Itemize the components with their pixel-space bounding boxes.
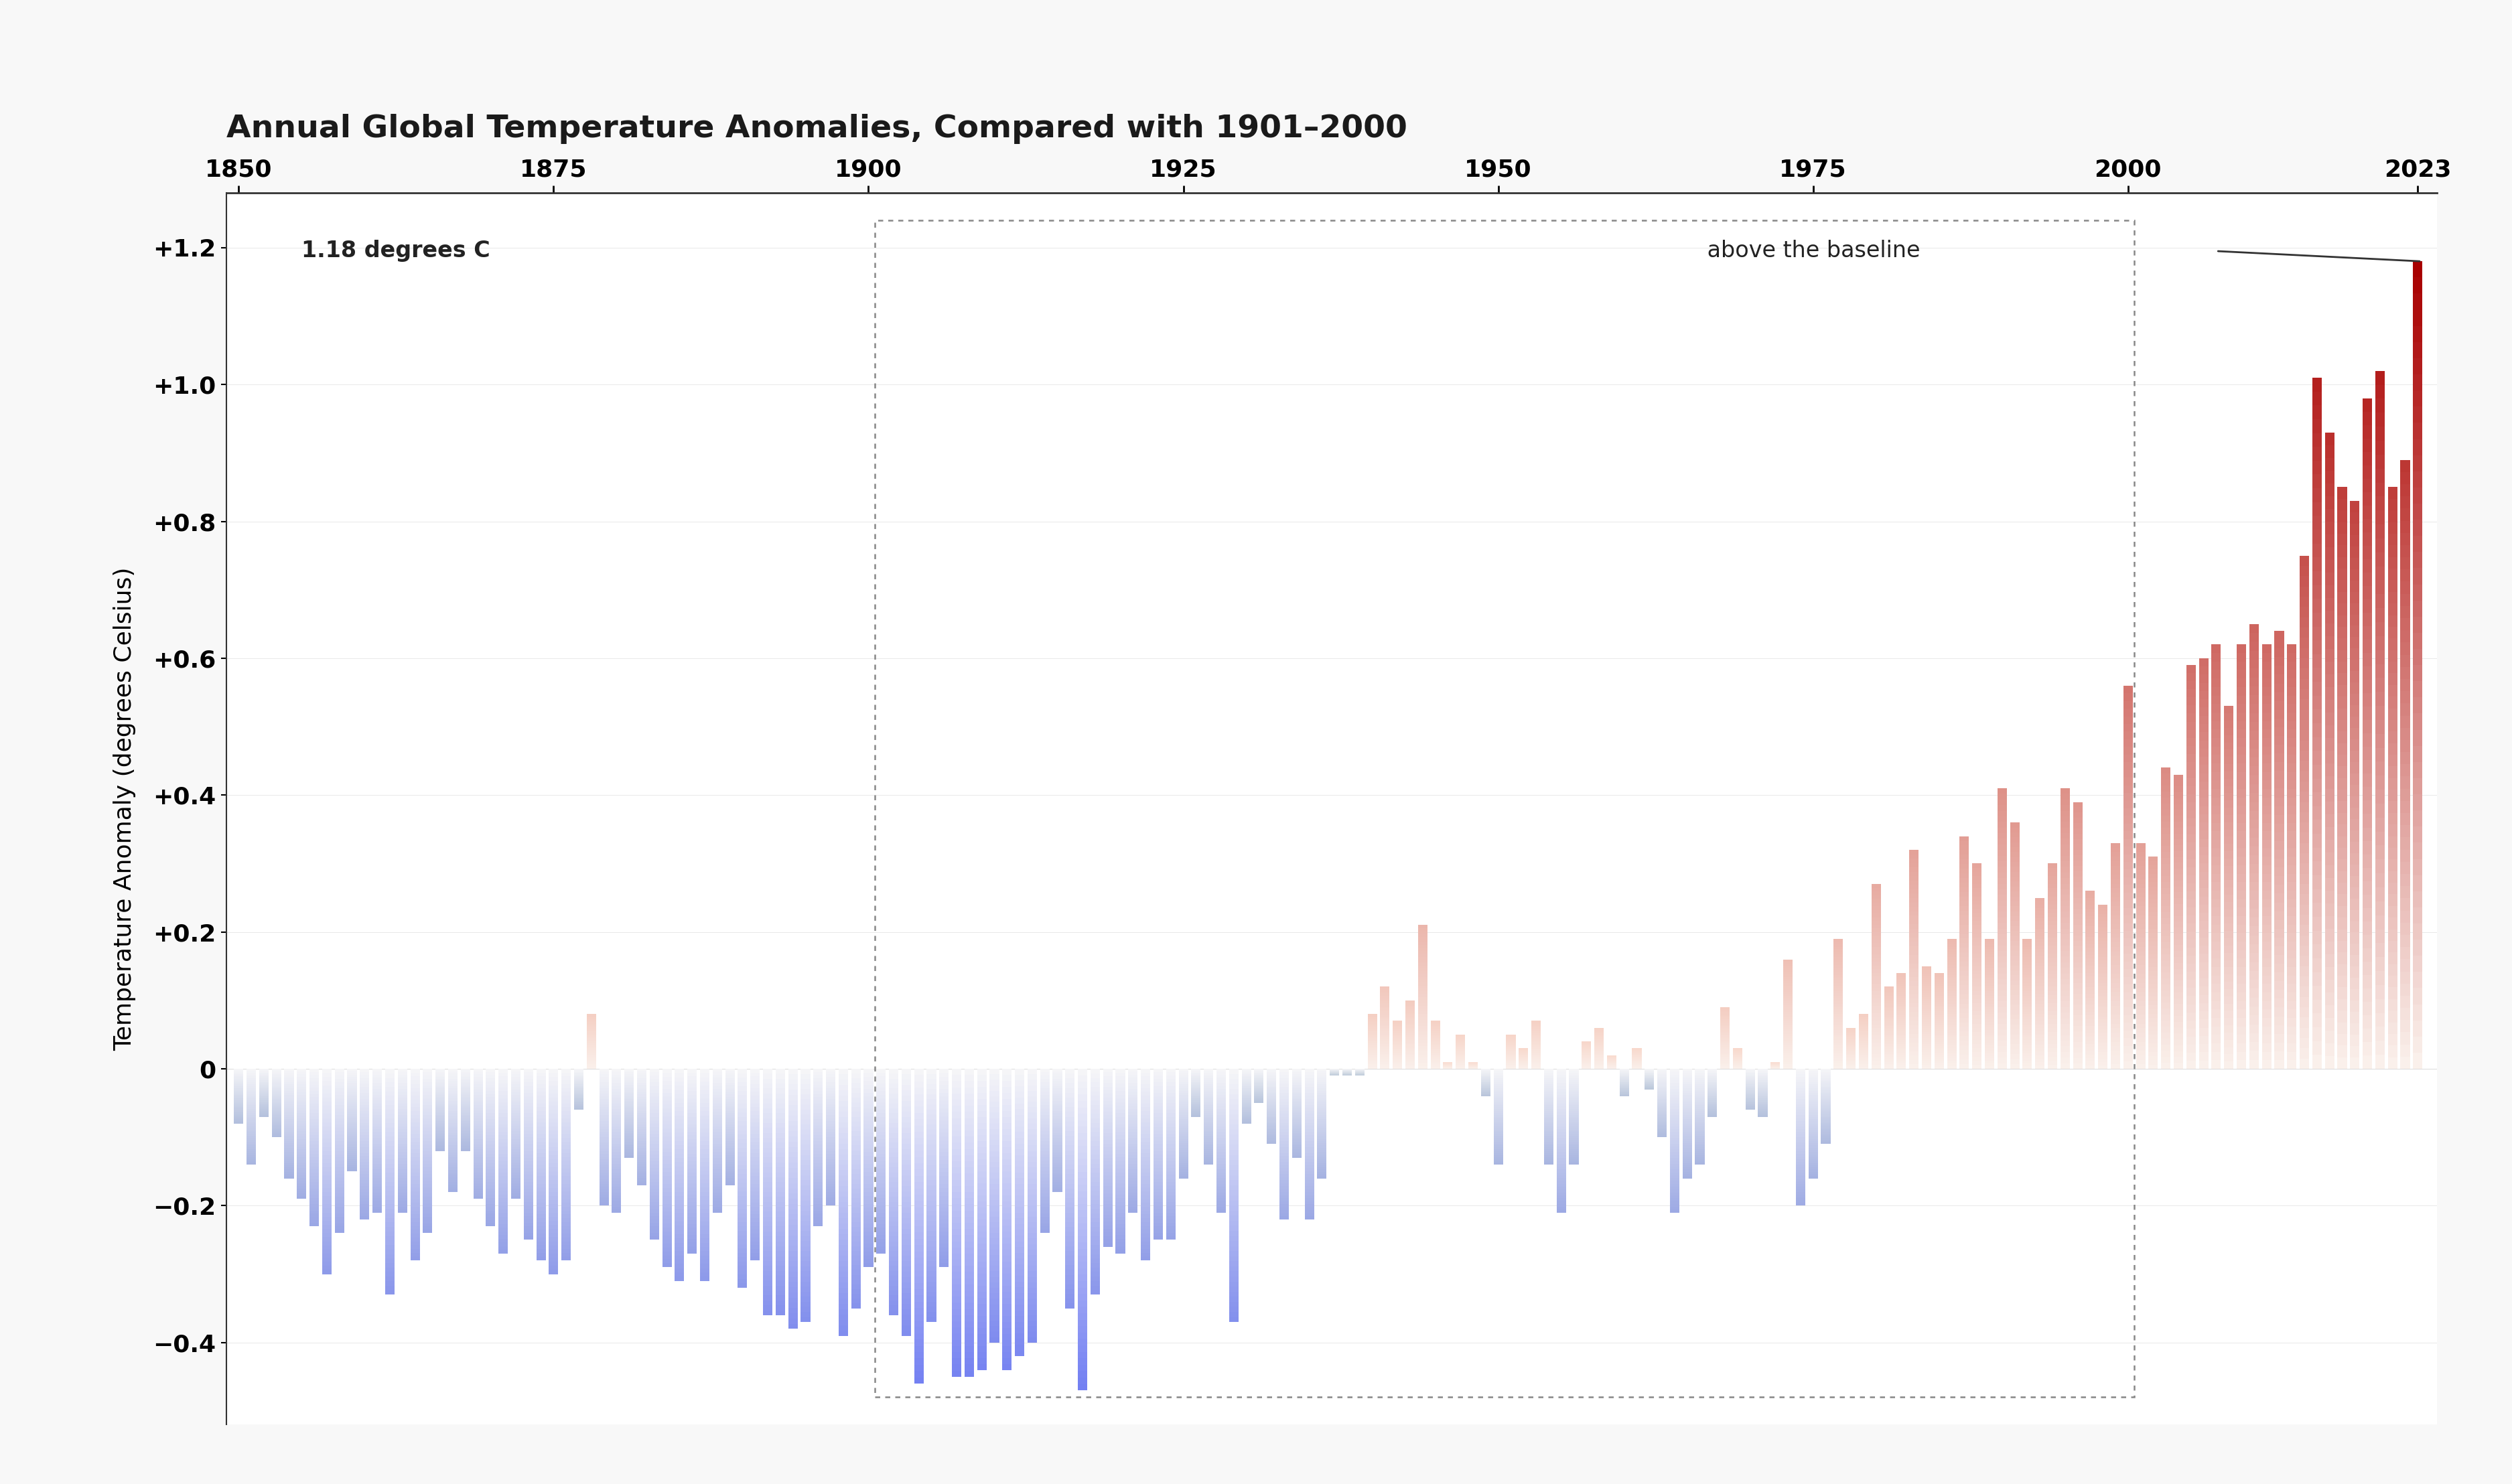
Text: 1.18 degrees C: 1.18 degrees C [301, 240, 490, 263]
Text: above the baseline: above the baseline [1701, 240, 1919, 263]
Bar [874, 220, 2135, 1398]
Y-axis label: Temperature Anomaly (degrees Celsius): Temperature Anomaly (degrees Celsius) [113, 567, 136, 1051]
Text: Annual Global Temperature Anomalies, Compared with 1901–2000: Annual Global Temperature Anomalies, Com… [226, 114, 1407, 144]
